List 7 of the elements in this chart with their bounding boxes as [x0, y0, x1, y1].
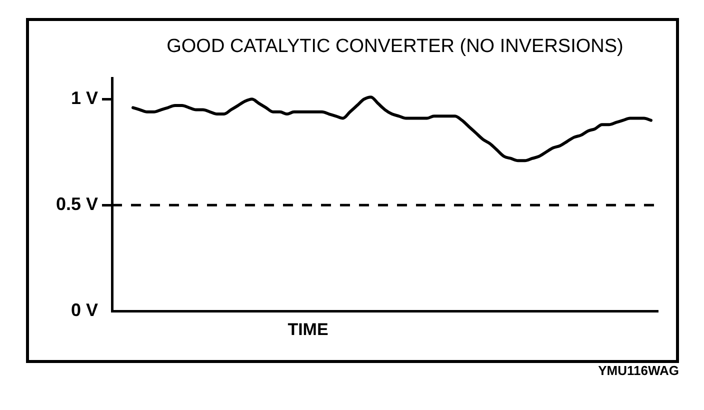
y-tick-label: 0.5 V [56, 194, 98, 214]
x-axis-title: TIME [286, 320, 330, 340]
line-series [132, 96, 652, 162]
chart-title: GOOD CATALYTIC CONVERTER (NO INVERSIONS) [166, 36, 624, 58]
text: YMU116WAG [598, 363, 679, 379]
y-tick-label: 1 V [70, 88, 98, 108]
y-tick-label: 0 V [70, 300, 98, 320]
